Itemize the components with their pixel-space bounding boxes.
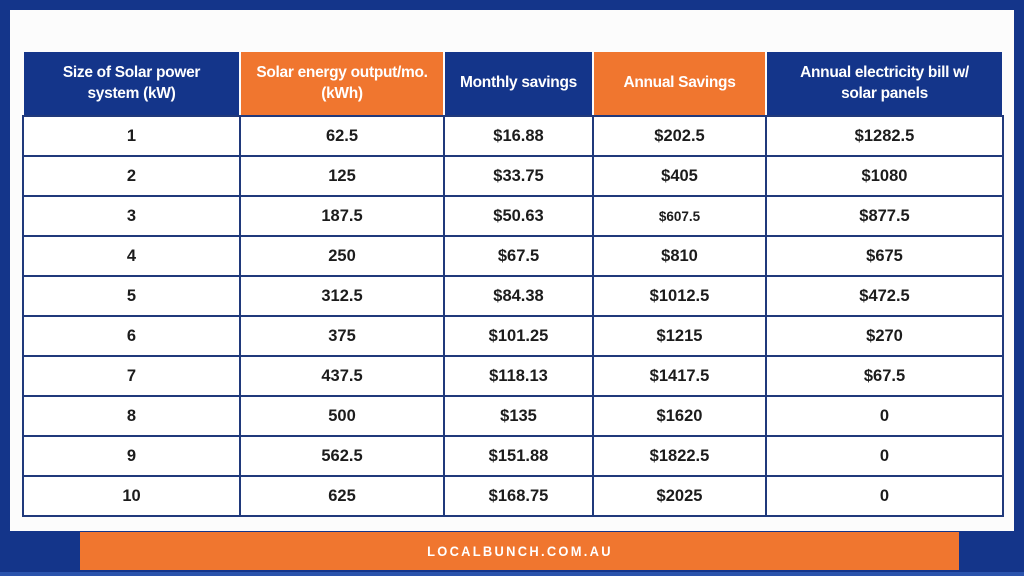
table-row: 5 312.5 $84.38 $1012.5 $472.5 [22, 275, 1004, 317]
table-row: 6 375 $101.25 $1215 $270 [22, 315, 1004, 357]
cell-energy-output: 187.5 [239, 195, 445, 237]
cell-annual-bill: $472.5 [765, 275, 1004, 317]
cell-system-size: 5 [22, 275, 241, 317]
table-row: 7 437.5 $118.13 $1417.5 $67.5 [22, 355, 1004, 397]
cell-monthly-savings: $135 [443, 395, 594, 437]
cell-monthly-savings: $84.38 [443, 275, 594, 317]
cell-monthly-savings: $101.25 [443, 315, 594, 357]
cell-energy-output: 312.5 [239, 275, 445, 317]
table-body: 1 62.5 $16.88 $202.5 $1282.5 2 125 $33.7… [22, 115, 1004, 517]
cell-annual-bill: $1080 [765, 155, 1004, 197]
col-header-monthly-savings: Monthly savings [443, 50, 594, 117]
cell-annual-bill: 0 [765, 435, 1004, 477]
cell-energy-output: 375 [239, 315, 445, 357]
solar-savings-table: Size of Solar power system (kW) Solar en… [22, 50, 1004, 517]
cell-energy-output: 125 [239, 155, 445, 197]
cell-annual-savings: $1215 [592, 315, 767, 357]
cell-energy-output: 562.5 [239, 435, 445, 477]
cell-annual-savings: $1620 [592, 395, 767, 437]
header-row: Size of Solar power system (kW) Solar en… [22, 50, 1004, 117]
footer-banner: LOCALBUNCH.COM.AU [80, 532, 959, 570]
col-header-system-size: Size of Solar power system (kW) [22, 50, 241, 117]
table-row: 9 562.5 $151.88 $1822.5 0 [22, 435, 1004, 477]
table-row: 10 625 $168.75 $2025 0 [22, 475, 1004, 517]
cell-monthly-savings: $168.75 [443, 475, 594, 517]
cell-energy-output: 500 [239, 395, 445, 437]
cell-annual-savings: $810 [592, 235, 767, 277]
cell-system-size: 9 [22, 435, 241, 477]
cell-annual-bill: 0 [765, 475, 1004, 517]
cell-system-size: 6 [22, 315, 241, 357]
cell-energy-output: 625 [239, 475, 445, 517]
table-header: Size of Solar power system (kW) Solar en… [22, 50, 1004, 117]
cell-monthly-savings: $118.13 [443, 355, 594, 397]
cell-annual-savings: $2025 [592, 475, 767, 517]
cell-monthly-savings: $50.63 [443, 195, 594, 237]
cell-monthly-savings: $151.88 [443, 435, 594, 477]
cell-system-size: 8 [22, 395, 241, 437]
table-row: 2 125 $33.75 $405 $1080 [22, 155, 1004, 197]
cell-annual-savings: $1417.5 [592, 355, 767, 397]
footer-banner-text: LOCALBUNCH.COM.AU [426, 543, 613, 559]
table-row: 1 62.5 $16.88 $202.5 $1282.5 [22, 115, 1004, 157]
cell-monthly-savings: $33.75 [443, 155, 594, 197]
cell-system-size: 3 [22, 195, 241, 237]
cell-annual-bill: 0 [765, 395, 1004, 437]
table-row: 4 250 $67.5 $810 $675 [22, 235, 1004, 277]
cell-system-size: 4 [22, 235, 241, 277]
table-row: 3 187.5 $50.63 $607.5 $877.5 [22, 195, 1004, 237]
cell-annual-savings: $1012.5 [592, 275, 767, 317]
col-header-annual-savings: Annual Savings [592, 50, 767, 117]
cell-annual-savings: $202.5 [592, 115, 767, 157]
content-area: Size of Solar power system (kW) Solar en… [10, 10, 1014, 531]
cell-annual-savings: $1822.5 [592, 435, 767, 477]
cell-energy-output: 62.5 [239, 115, 445, 157]
cell-energy-output: 437.5 [239, 355, 445, 397]
table-row: 8 500 $135 $1620 0 [22, 395, 1004, 437]
cell-system-size: 2 [22, 155, 241, 197]
cell-annual-bill: $877.5 [765, 195, 1004, 237]
bottom-edge-strip [0, 572, 1024, 576]
cell-annual-bill: $270 [765, 315, 1004, 357]
col-header-energy-output: Solar energy output/mo. (kWh) [239, 50, 445, 117]
cell-annual-savings: $405 [592, 155, 767, 197]
cell-energy-output: 250 [239, 235, 445, 277]
cell-annual-bill: $67.5 [765, 355, 1004, 397]
cell-monthly-savings: $16.88 [443, 115, 594, 157]
cell-annual-bill: $1282.5 [765, 115, 1004, 157]
cell-monthly-savings: $67.5 [443, 235, 594, 277]
cell-system-size: 7 [22, 355, 241, 397]
cell-system-size: 10 [22, 475, 241, 517]
cell-system-size: 1 [22, 115, 241, 157]
col-header-annual-bill: Annual electricity bill w/ solar panels [765, 50, 1004, 117]
cell-annual-bill: $675 [765, 235, 1004, 277]
cell-annual-savings: $607.5 [592, 195, 767, 237]
